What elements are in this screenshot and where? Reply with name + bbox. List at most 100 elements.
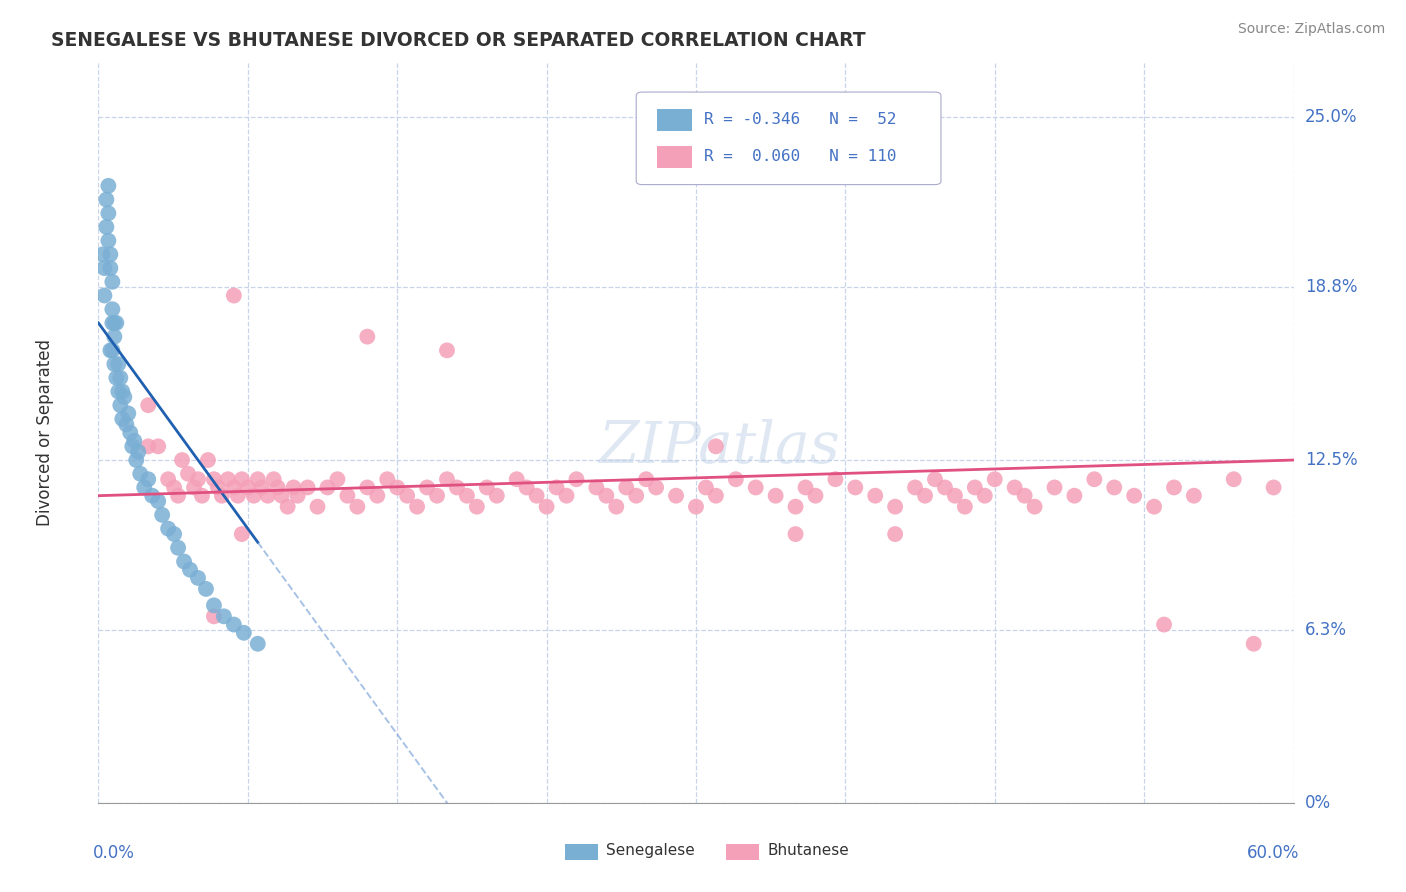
- Point: [456, 489, 478, 503]
- Point: [243, 489, 266, 503]
- Point: [1143, 500, 1166, 514]
- Point: [91, 247, 114, 261]
- Point: [1014, 489, 1036, 503]
- Point: [307, 500, 329, 514]
- Point: [177, 467, 200, 481]
- Point: [406, 500, 429, 514]
- Point: [465, 500, 488, 514]
- Point: [416, 480, 439, 494]
- Point: [1024, 500, 1046, 514]
- Point: [704, 489, 727, 503]
- Point: [375, 472, 398, 486]
- Point: [163, 480, 186, 494]
- Point: [187, 571, 209, 585]
- Point: [356, 480, 378, 494]
- Point: [526, 489, 548, 503]
- Point: [884, 500, 907, 514]
- Point: [516, 480, 538, 494]
- Point: [546, 480, 568, 494]
- Point: [97, 234, 120, 248]
- Point: [93, 261, 115, 276]
- Point: [436, 343, 458, 358]
- Point: [105, 371, 128, 385]
- Point: [232, 625, 254, 640]
- Point: [785, 500, 807, 514]
- Point: [250, 480, 273, 494]
- Point: [222, 288, 245, 302]
- Point: [695, 480, 717, 494]
- Point: [485, 489, 508, 503]
- Text: SENEGALESE VS BHUTANESE DIVORCED OR SEPARATED CORRELATION CHART: SENEGALESE VS BHUTANESE DIVORCED OR SEPA…: [51, 30, 865, 50]
- Text: 0%: 0%: [1305, 794, 1330, 812]
- Point: [197, 453, 219, 467]
- Point: [246, 472, 269, 486]
- Point: [824, 472, 846, 486]
- Point: [536, 500, 558, 514]
- Point: [187, 472, 209, 486]
- Point: [112, 390, 135, 404]
- Point: [173, 554, 195, 568]
- Point: [277, 500, 299, 514]
- Point: [385, 480, 409, 494]
- Text: Bhutanese: Bhutanese: [768, 844, 849, 858]
- Point: [136, 398, 159, 412]
- Point: [141, 489, 163, 503]
- Point: [183, 480, 205, 494]
- Point: [202, 609, 225, 624]
- Point: [120, 425, 142, 440]
- Point: [167, 541, 190, 555]
- Text: 25.0%: 25.0%: [1305, 108, 1357, 127]
- Bar: [565, 844, 598, 860]
- Point: [107, 384, 129, 399]
- Point: [605, 500, 627, 514]
- Point: [270, 489, 292, 503]
- Point: [565, 472, 588, 486]
- Point: [172, 453, 194, 467]
- Point: [1123, 489, 1146, 503]
- Point: [645, 480, 668, 494]
- Point: [685, 500, 707, 514]
- Point: [226, 489, 249, 503]
- Point: [96, 219, 118, 234]
- Point: [125, 453, 148, 467]
- Point: [93, 288, 115, 302]
- Point: [1004, 480, 1026, 494]
- Point: [98, 247, 122, 261]
- Point: [446, 480, 468, 494]
- FancyBboxPatch shape: [637, 92, 941, 185]
- Point: [396, 489, 419, 503]
- Point: [148, 439, 170, 453]
- Bar: [657, 146, 692, 169]
- Point: [103, 316, 125, 330]
- Point: [984, 472, 1007, 486]
- Point: [97, 206, 120, 220]
- Point: [1083, 472, 1105, 486]
- Point: [636, 472, 658, 486]
- Text: Divorced or Separated: Divorced or Separated: [35, 339, 53, 526]
- Text: Source: ZipAtlas.com: Source: ZipAtlas.com: [1237, 22, 1385, 37]
- Point: [97, 178, 120, 193]
- Point: [426, 489, 449, 503]
- Point: [865, 489, 887, 503]
- Point: [115, 417, 138, 432]
- Point: [103, 357, 125, 371]
- Point: [283, 480, 305, 494]
- Point: [1263, 480, 1285, 494]
- Point: [973, 489, 995, 503]
- Point: [765, 489, 787, 503]
- Point: [195, 582, 218, 596]
- Bar: [725, 844, 759, 860]
- Text: 18.8%: 18.8%: [1305, 278, 1357, 296]
- Point: [953, 500, 976, 514]
- Text: R = -0.346   N =  52: R = -0.346 N = 52: [704, 112, 897, 127]
- Point: [167, 489, 190, 503]
- Point: [136, 472, 159, 486]
- Point: [211, 489, 233, 503]
- Point: [212, 609, 235, 624]
- Point: [263, 472, 285, 486]
- Point: [101, 343, 124, 358]
- Point: [124, 434, 146, 448]
- Point: [943, 489, 966, 503]
- Point: [110, 371, 132, 385]
- Point: [297, 480, 319, 494]
